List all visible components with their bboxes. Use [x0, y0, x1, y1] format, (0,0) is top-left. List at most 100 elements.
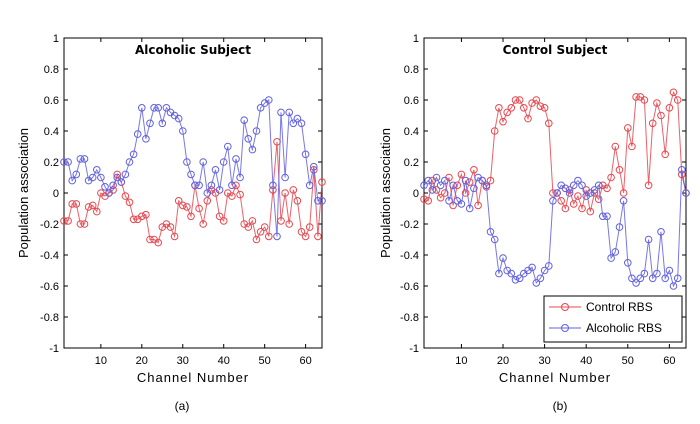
data-point: [68, 176, 76, 185]
data-point: [293, 197, 302, 205]
data-point: [424, 176, 433, 185]
data-point: [60, 217, 68, 225]
y-tick-label: 0.8: [404, 64, 419, 76]
y-axis-label: Population association: [378, 128, 393, 258]
data-point: [117, 178, 126, 186]
x-tick-label: 50: [622, 355, 634, 367]
data-point: [244, 135, 253, 143]
data-point: [113, 173, 121, 182]
data-point: [150, 104, 158, 112]
data-point: [174, 197, 183, 205]
data-point: [461, 176, 470, 185]
y-tick-label: -0.2: [40, 219, 59, 231]
data-point: [540, 266, 549, 275]
legend: Control RBS Alcoholic RBS: [543, 295, 683, 343]
data-point: [578, 181, 586, 190]
data-point: [260, 223, 269, 231]
data-point: [507, 269, 516, 278]
data-point: [301, 150, 310, 159]
x-tick-label: 50: [259, 355, 271, 367]
y-tick-label: -1: [49, 343, 59, 355]
data-point: [236, 190, 244, 199]
data-point: [232, 155, 240, 163]
data-point: [183, 203, 191, 211]
data-point: [269, 181, 277, 190]
data-point: [648, 119, 657, 128]
data-point: [499, 254, 507, 262]
panel-caption: (a): [175, 399, 190, 413]
data-point: [166, 223, 175, 231]
y-tick-label: -1: [409, 343, 419, 355]
x-tick-label: 30: [177, 355, 189, 367]
data-point: [474, 201, 482, 210]
data-point: [661, 274, 670, 283]
data-point: [511, 276, 520, 284]
data-point: [174, 114, 183, 123]
y-tick-label: 0.2: [404, 157, 419, 169]
data-point: [105, 189, 113, 197]
data-point: [93, 207, 101, 216]
data-point: [215, 186, 224, 194]
data-point: [170, 232, 179, 241]
data-point: [281, 173, 289, 182]
data-point: [574, 176, 582, 185]
data-point: [424, 197, 433, 205]
data-point: [520, 104, 528, 112]
data-point: [265, 232, 273, 241]
data-point: [64, 217, 72, 225]
data-point: [532, 279, 541, 287]
data-point: [301, 232, 310, 241]
data-point: [624, 124, 632, 132]
data-point: [653, 99, 661, 107]
data-point: [101, 183, 109, 191]
data-point: [669, 88, 678, 97]
data-point: [318, 197, 326, 205]
data-point: [441, 189, 449, 197]
data-point: [236, 173, 244, 182]
data-point: [428, 186, 437, 194]
y-tick-label: -0.4: [400, 250, 419, 262]
data-point: [289, 119, 298, 128]
data-point: [195, 204, 203, 213]
y-tick-label: 0.8: [44, 64, 59, 76]
data-point: [436, 193, 445, 202]
chart-title: Control Subject: [503, 43, 608, 57]
data-point: [457, 170, 466, 179]
x-tick-label: 40: [580, 355, 592, 367]
y-tick-label: 0.4: [404, 126, 419, 138]
data-point: [199, 158, 207, 166]
data-point: [97, 173, 105, 182]
data-point: [682, 189, 690, 197]
data-point: [665, 104, 674, 112]
data-point: [420, 181, 428, 190]
data-point: [420, 195, 428, 203]
data-point: [478, 176, 487, 185]
data-point: [93, 166, 101, 174]
data-point: [88, 173, 97, 182]
data-point: [199, 220, 207, 228]
data-point: [561, 184, 570, 193]
data-point: [607, 173, 615, 182]
data-point: [470, 166, 478, 174]
data-point: [574, 192, 582, 200]
data-point: [432, 173, 441, 182]
data-point: [84, 203, 93, 211]
y-tick-label: -0.2: [400, 219, 419, 231]
data-point: [265, 96, 273, 104]
data-point: [632, 279, 640, 287]
x-tick-label: 60: [663, 355, 675, 367]
data-point: [203, 189, 212, 197]
data-point: [461, 189, 470, 197]
data-point: [215, 212, 224, 221]
data-point: [297, 228, 306, 236]
data-point: [256, 104, 265, 112]
data-point: [532, 96, 541, 104]
data-point: [486, 228, 495, 236]
data-point: [594, 181, 603, 190]
data-point: [599, 212, 607, 221]
data-point: [436, 181, 445, 190]
data-point: [228, 181, 236, 190]
data-point: [657, 111, 665, 120]
data-point: [314, 197, 322, 205]
data-point: [603, 184, 611, 193]
